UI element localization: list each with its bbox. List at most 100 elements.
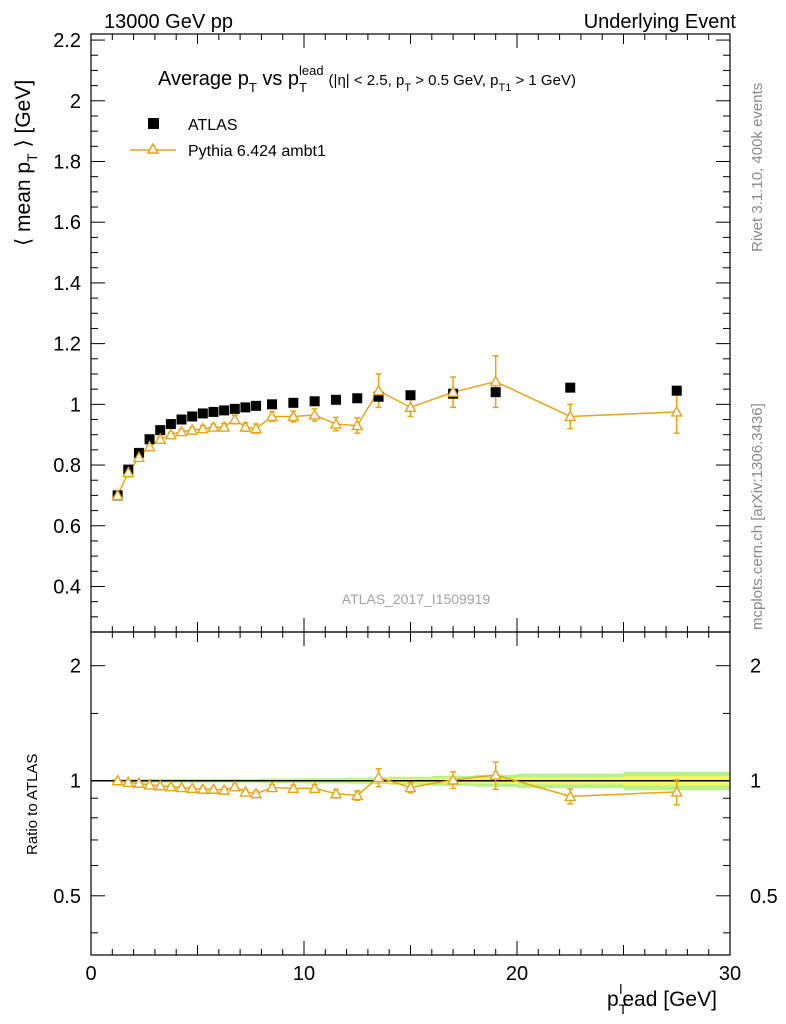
x-axis-label: pTlead [GeV] (607, 981, 717, 1017)
legend-atlas-label: ATLAS (188, 117, 238, 134)
atlas-data-point (352, 393, 363, 404)
pythia-ratio-point (185, 781, 199, 794)
pythia-ratio-point (207, 782, 220, 794)
main-y-tick-label: 0.8 (53, 455, 81, 477)
x-tick-label: 10 (293, 963, 315, 985)
atlas-data-point (176, 414, 187, 425)
pythia-ratio-point (287, 781, 300, 794)
pythia-data-point (154, 432, 167, 444)
atlas-data-point (197, 408, 208, 419)
pythia-data-point (164, 428, 178, 440)
main-y-tick-label: 2.2 (53, 30, 81, 52)
pythia-ratio-point (670, 785, 683, 797)
pythia-ratio-point (404, 781, 417, 793)
ratio-y-tick-label-right: 2 (750, 656, 761, 678)
ratio-y-tick-label-right: 0.5 (750, 886, 778, 908)
pythia-ratio-point (351, 789, 364, 801)
pythia-data-point (111, 488, 124, 501)
analysis-label: Underlying Event (584, 11, 737, 33)
pythia-data-point (404, 400, 417, 413)
pythia-ratio-point (122, 775, 135, 788)
pythia-ratio-point (228, 780, 241, 792)
pythia-ratio-point (329, 787, 343, 799)
pythia-data-point (249, 422, 263, 434)
pythia-data-point (239, 420, 252, 432)
legend-atlas-marker (148, 118, 159, 129)
pythia-ratio-point (372, 771, 385, 783)
pythia-ratio-point (564, 789, 577, 802)
pythia-ratio-point (175, 781, 188, 793)
atlas-data-point (219, 405, 230, 416)
pythia-data-point (489, 375, 502, 387)
ratio-y-tick-label: 0.5 (53, 886, 81, 908)
analysis-watermark: ATLAS_2017_I1509919 (342, 591, 491, 607)
atlas-data-point (144, 434, 155, 445)
pythia-ratio-point (143, 778, 156, 790)
atlas-data-point (373, 391, 384, 402)
main-y-tick-label: 1 (70, 394, 81, 416)
plot-title: Average pT vs pTlead(|η| < 2.5, pT > 0.5… (158, 63, 576, 95)
pythia-data-point (196, 422, 210, 434)
atlas-data-point (565, 382, 576, 393)
pythia-data-point (308, 408, 321, 420)
pythia-ratio-point (111, 774, 124, 786)
main-y-tick-label: 1.8 (53, 151, 81, 173)
atlas-data-point (330, 394, 341, 405)
main-y-axis-label: ⟨ mean pT ⟩ [GeV] (12, 80, 40, 246)
pythia-data-point (217, 420, 231, 432)
pythia-data-point (132, 451, 146, 463)
ratio-y-tick-label-right: 1 (750, 771, 761, 793)
pythia-ratio-point (446, 773, 460, 785)
atlas-data-point (251, 400, 262, 411)
pythia-data-point (446, 385, 460, 397)
pythia-ratio-point (308, 781, 321, 794)
main-y-tick-label: 1.2 (53, 334, 81, 356)
pythia-ratio-point (265, 781, 279, 793)
main-y-tick-label: 1.6 (53, 212, 81, 234)
rivet-label: Rivet 3.1.10, 400k events (749, 83, 766, 252)
atlas-data-point (229, 403, 240, 414)
atlas-data-point (208, 406, 219, 417)
pythia-data-point (287, 410, 300, 422)
atlas-data-point (309, 396, 320, 407)
atlas-data-point (155, 425, 166, 436)
energy-label: 13000 GeV pp (104, 11, 233, 33)
x-tick-label: 30 (719, 963, 741, 985)
atlas-data-point (240, 402, 251, 413)
pythia-data-point (143, 440, 156, 452)
atlas-data-point (405, 390, 416, 401)
pythia-data-point (207, 420, 220, 432)
atlas-data-point (187, 411, 198, 422)
pythia-ratio-point (489, 768, 502, 780)
pythia-data-point (670, 405, 683, 417)
pythia-data-point (185, 423, 199, 435)
ratio-panel: 0 10 20 30 0.5 0.5 1 1 2 2 (53, 631, 778, 985)
atlas-data-point (490, 387, 501, 398)
ratio-y-axis-label: Ratio to ATLAS (24, 754, 41, 855)
pythia-data-point (265, 410, 279, 422)
pythia-ratio-point (196, 782, 210, 794)
main-panel: 0.4 0.6 0.8 1 1.2 1.4 1.6 1.8 2 2.2 (53, 30, 731, 633)
pythia-ratio-point (249, 787, 263, 799)
main-y-tick-label: 0.4 (53, 576, 81, 598)
atlas-data-point (267, 399, 278, 410)
pythia-ratio-point (132, 776, 146, 788)
pythia-data-point (564, 410, 577, 422)
atlas-data-point (288, 397, 299, 408)
ratio-y-tick-label: 2 (70, 656, 81, 678)
pythia-data-point (329, 417, 343, 429)
legend: ATLAS Pythia 6.424 ambt1 (130, 117, 326, 160)
main-y-tick-label: 1.4 (53, 273, 81, 295)
x-tick-label: 20 (506, 963, 528, 985)
mcplots-label: mcplots.cern.ch [arXiv:1306.3436] (749, 403, 766, 630)
pythia-data-point (175, 425, 188, 437)
pythia-ratio-point (239, 785, 252, 797)
pythia-data-point (372, 384, 385, 396)
main-y-tick-label: 0.6 (53, 516, 81, 538)
pythia-ratio-point (217, 783, 231, 795)
x-tick-label: 0 (85, 963, 96, 985)
main-y-tick-label: 2 (70, 91, 81, 113)
ratio-y-tick-label: 1 (70, 771, 81, 793)
atlas-data-point (671, 385, 682, 396)
